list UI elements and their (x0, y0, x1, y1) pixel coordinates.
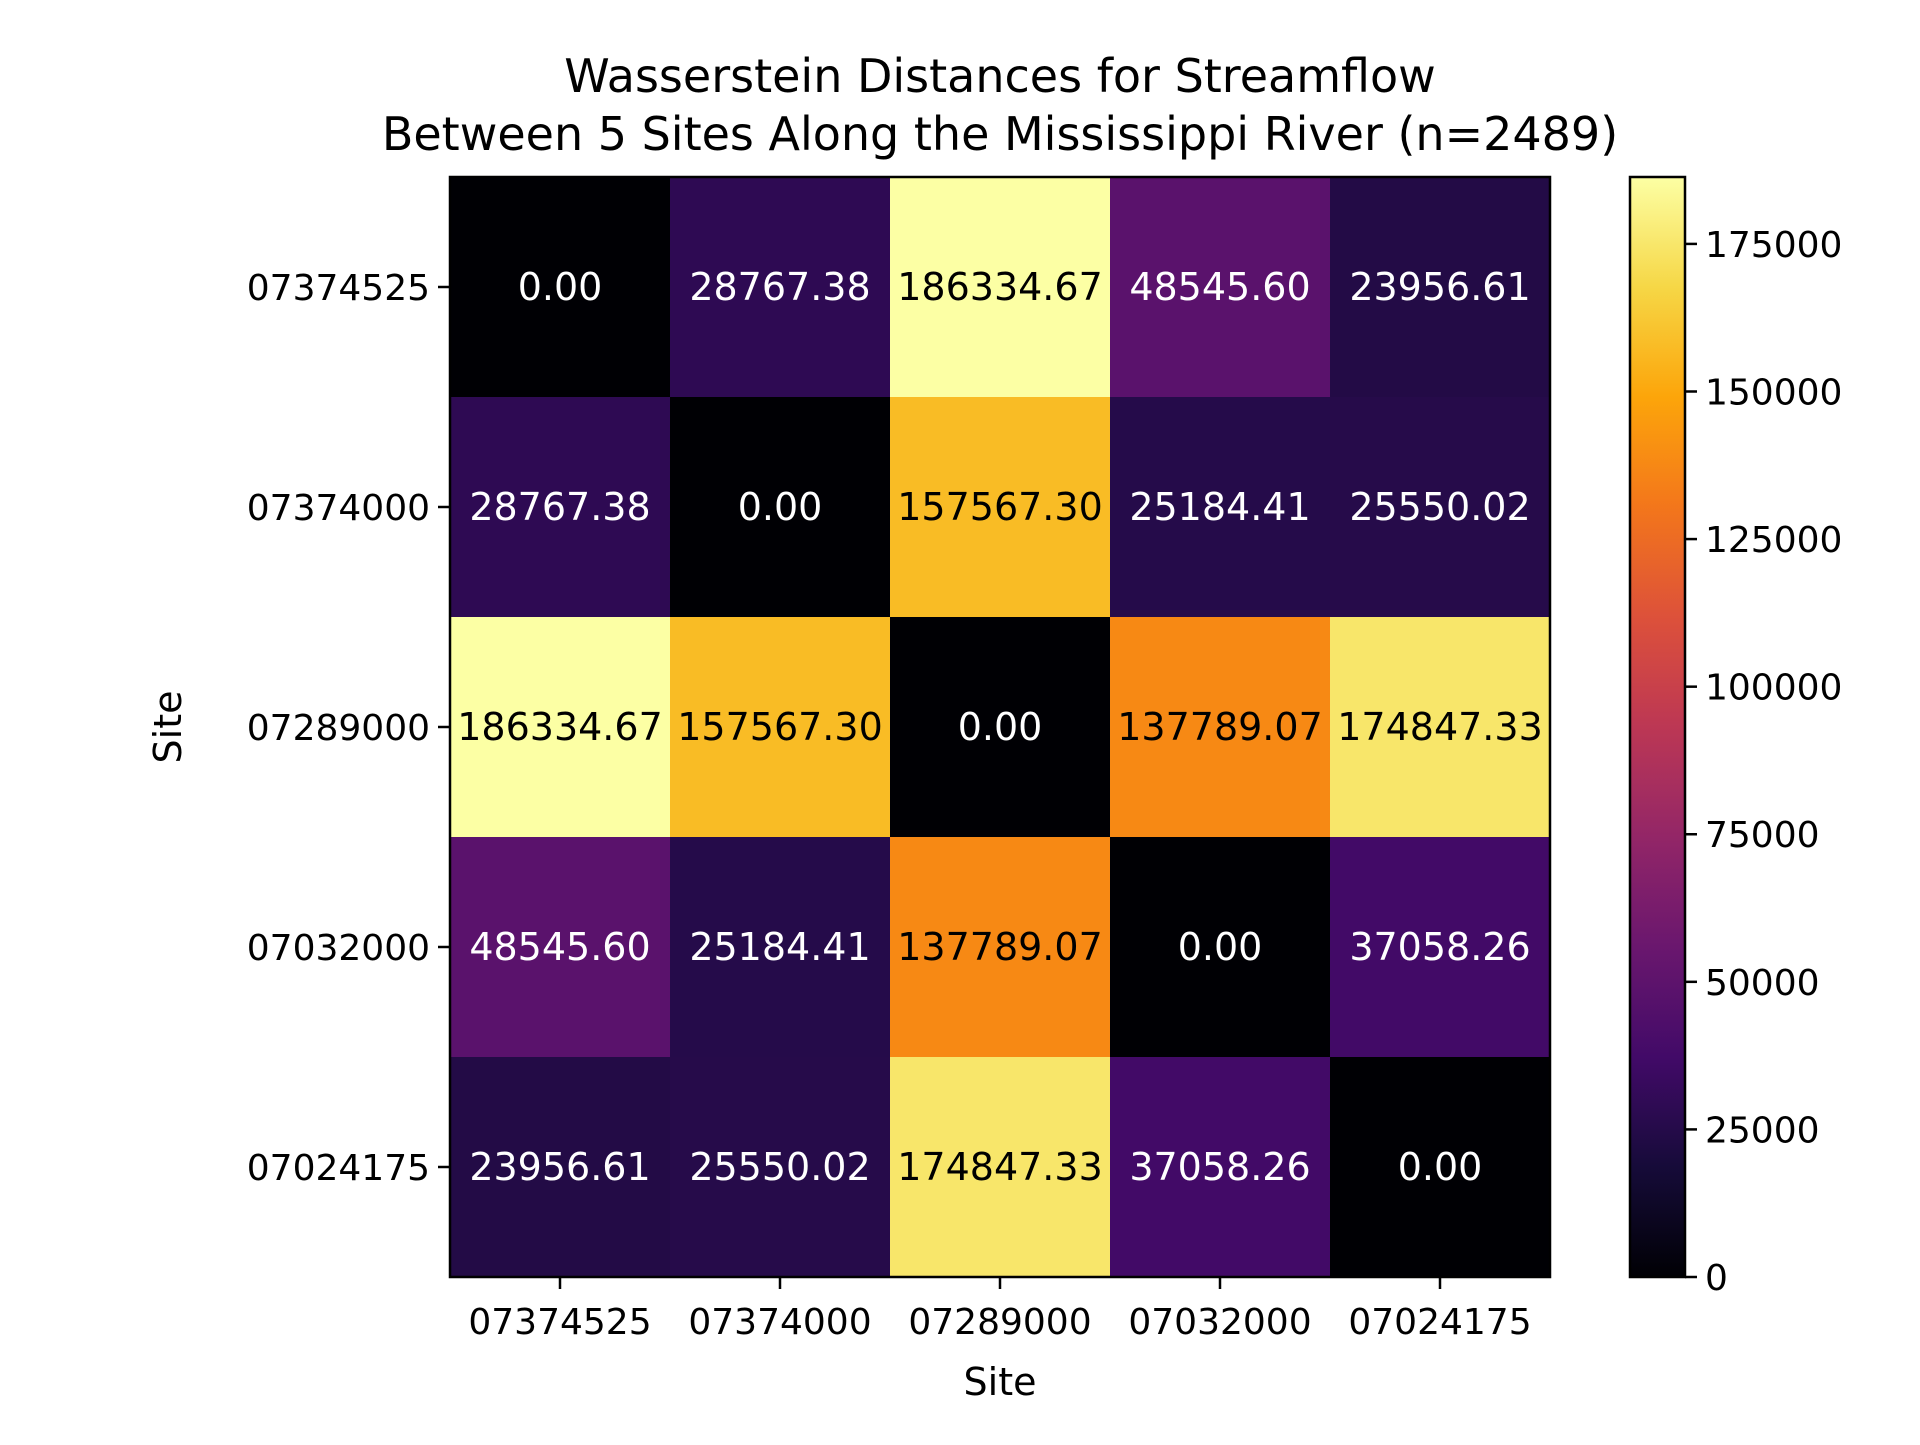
cell-value-label: 25550.02 (1349, 485, 1530, 529)
cell-value-label: 48545.60 (1129, 265, 1310, 309)
chart-title-line-1: Wasserstein Distances for Streamflow (564, 49, 1436, 103)
heatmap-cell (890, 397, 1111, 618)
cell-value-label: 174847.33 (897, 1145, 1103, 1189)
x-axis-ticks: 07374525 07374000 07289000 07032000 07024175 (468, 1277, 1532, 1343)
cell-value-label: 25184.41 (689, 925, 870, 969)
cell-value-label: 157567.30 (677, 705, 883, 749)
cell-value-label: 23956.61 (469, 1145, 650, 1189)
cell-value-label: 186334.67 (897, 265, 1103, 309)
colorbar-tick-label: 75000 (1705, 815, 1820, 856)
heatmap-cell (1110, 617, 1331, 838)
cell-value-label: 0.00 (518, 265, 603, 309)
x-axis-label: Site (964, 1360, 1037, 1404)
x-tick-label: 07032000 (1128, 1302, 1311, 1343)
colorbar-tick-label: 50000 (1705, 963, 1820, 1004)
colorbar-tick-label: 100000 (1705, 668, 1842, 709)
heatmap-cell (1330, 177, 1551, 398)
colorbar-tick-label: 175000 (1705, 225, 1842, 266)
heatmap-cell (450, 1057, 671, 1278)
heatmap-cell (450, 397, 671, 618)
cell-value-label: 25550.02 (689, 1145, 870, 1189)
heatmap-cell (890, 1057, 1111, 1278)
x-tick-label: 07374000 (688, 1302, 871, 1343)
heatmap-annotations: 0.00 28767.38 186334.67 48545.60 23956.61 287… (457, 265, 1543, 1189)
heatmap-cell (1110, 177, 1331, 398)
cell-value-label: 137789.07 (897, 925, 1103, 969)
heatmap-cell (1110, 1057, 1331, 1278)
heatmap-cell (670, 1057, 891, 1278)
cell-value-label: 37058.26 (1129, 1145, 1310, 1189)
heatmap-cell (1110, 397, 1331, 618)
cell-value-label: 37058.26 (1349, 925, 1530, 969)
y-tick-label: 07374525 (247, 268, 430, 309)
x-tick-label: 07024175 (1348, 1302, 1531, 1343)
heatmap-cell (890, 837, 1111, 1058)
heatmap-cell (890, 177, 1111, 398)
cell-value-label: 0.00 (1178, 925, 1263, 969)
x-tick-label: 07374525 (468, 1302, 651, 1343)
cell-value-label: 28767.38 (689, 265, 870, 309)
colorbar-tick-label: 125000 (1705, 520, 1842, 561)
cell-value-label: 28767.38 (469, 485, 650, 529)
heatmap-cell (1330, 617, 1551, 838)
y-tick-label: 07374000 (247, 488, 430, 529)
cell-value-label: 157567.30 (897, 485, 1103, 529)
heatmap-cell (450, 617, 671, 838)
heatmap-cell (670, 617, 891, 838)
heatmap-cell (670, 837, 891, 1058)
cell-value-label: 0.00 (738, 485, 823, 529)
heatmap-cell (450, 837, 671, 1058)
colorbar-tick-label: 150000 (1705, 372, 1842, 413)
colorbar-tick-label: 0 (1705, 1258, 1728, 1299)
heatmap-cells (450, 177, 1551, 1278)
cell-value-label: 137789.07 (1117, 705, 1323, 749)
y-axis-label: Site (146, 691, 190, 764)
heatmap-cell (670, 177, 891, 398)
colorbar (1628, 175, 1687, 1279)
heatmap-cell (890, 617, 1111, 838)
y-tick-label: 07289000 (247, 708, 430, 749)
x-tick-label: 07289000 (908, 1302, 1091, 1343)
heatmap-cell (1330, 397, 1551, 618)
heatmap-cell (450, 177, 671, 398)
cell-value-label: 0.00 (1398, 1145, 1483, 1189)
y-tick-label: 07024175 (247, 1148, 430, 1189)
heatmap-cell (1330, 837, 1551, 1058)
cell-value-label: 186334.67 (457, 705, 663, 749)
colorbar-tick-label: 25000 (1705, 1110, 1820, 1151)
heatmap-cell (1330, 1057, 1551, 1278)
y-axis-ticks: 07374525 07374000 07289000 07032000 07024175 (247, 268, 450, 1189)
cell-value-label: 25184.41 (1129, 485, 1310, 529)
cell-value-label: 23956.61 (1349, 265, 1530, 309)
cell-value-label: 174847.33 (1337, 705, 1543, 749)
heatmap-cell (670, 397, 891, 618)
cell-value-label: 0.00 (958, 705, 1043, 749)
heatmap-cell (1110, 837, 1331, 1058)
colorbar-ticks: 0 25000 50000 75000 100000 125000 150000 175000 (1685, 225, 1842, 1299)
y-tick-label: 07032000 (247, 928, 430, 969)
cell-value-label: 48545.60 (469, 925, 650, 969)
chart-title-line-2: Between 5 Sites Along the Mississippi Ri… (382, 107, 1618, 161)
